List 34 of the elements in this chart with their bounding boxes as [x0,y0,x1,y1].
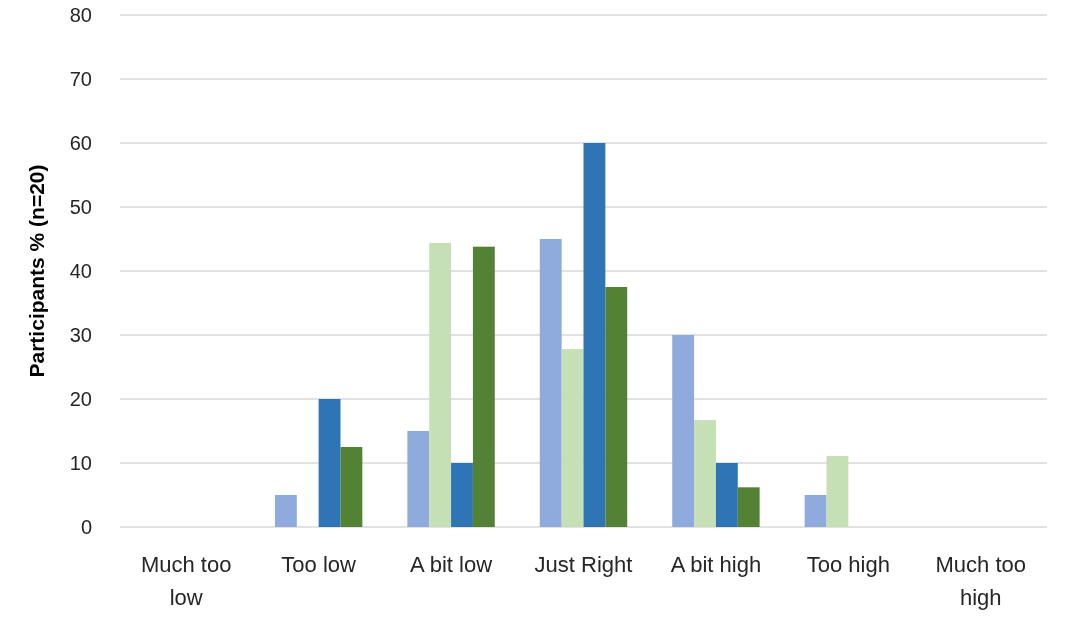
bar [318,399,341,527]
x-tick-label: Much too low [140,552,232,610]
bar [672,335,695,527]
x-tick-label: A bit high [670,552,762,577]
bar [804,495,827,527]
y-tick-label: 70 [69,68,92,90]
bar [715,463,738,527]
x-tick-label: Much too high [935,552,1027,610]
bar [451,463,473,527]
bar [583,143,606,527]
x-tick-label: Too low [281,552,357,577]
bar [694,420,716,527]
bar [561,349,584,527]
bar [429,242,452,527]
y-tick-label: 30 [69,324,92,346]
bar [605,287,628,527]
y-tick-label: 80 [69,4,92,26]
x-tick-label: Just Right [534,552,633,577]
y-tick-label: 60 [69,132,92,154]
bar [539,239,562,527]
bar [407,431,430,527]
y-tick-label: 0 [80,516,92,538]
x-tick-label: Too high [806,552,890,577]
y-axis-title: Participants % (n=20) [25,164,48,378]
bar [472,246,495,527]
bar [340,447,363,527]
x-tick-label: A bit low [410,552,493,577]
y-tick-label: 40 [69,260,92,282]
bar [737,487,760,527]
y-tick-label: 50 [69,196,92,218]
y-tick-label: 20 [69,388,92,410]
bar [826,455,849,527]
y-tick-label: 10 [69,452,92,474]
bar [274,495,297,527]
